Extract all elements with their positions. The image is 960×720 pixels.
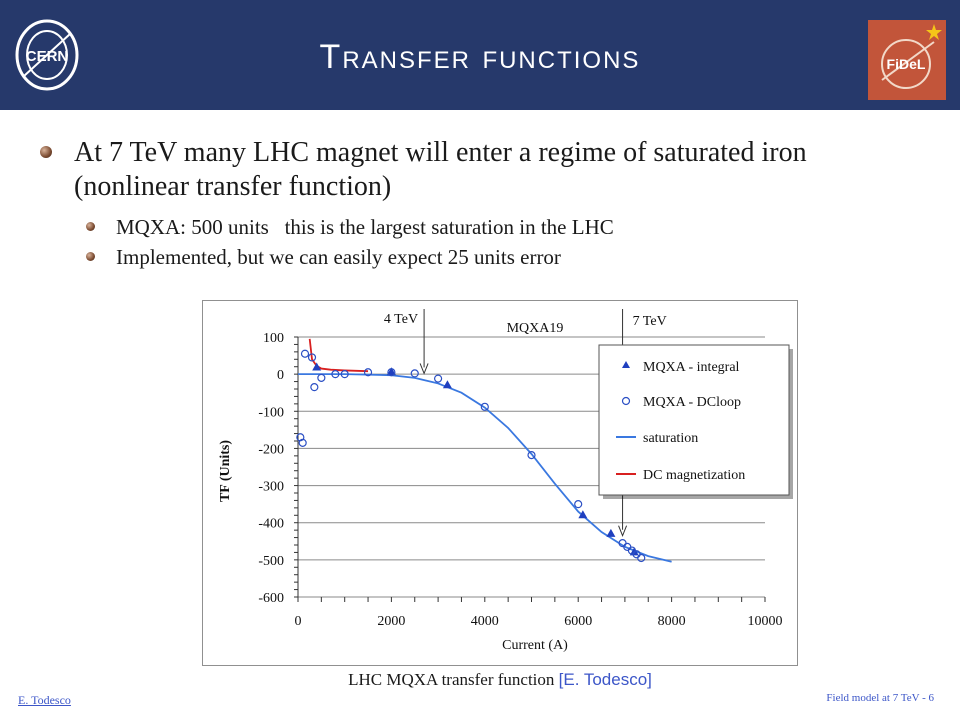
data-point-circle: [310, 383, 319, 392]
bullet-list: At 7 TeV many LHC magnet will enter a re…: [40, 136, 920, 272]
x-tick-label: 6000: [564, 614, 592, 629]
fidel-logo: FiDeL: [868, 20, 946, 100]
slide-footer: Field model at 7 TeV - 6: [826, 692, 934, 704]
slide-header: CERN Transfer functions FiDeL: [0, 0, 960, 110]
data-point-triangle: [578, 510, 588, 519]
bullet-icon: [40, 146, 52, 158]
bullet-text: At 7 TeV many LHC magnet will enter a re…: [74, 137, 807, 202]
bullet-icon: [86, 252, 95, 261]
x-tick-label: 4000: [471, 614, 499, 629]
chart-title: MQXA19: [507, 321, 564, 336]
legend-circle-icon: [621, 396, 631, 406]
y-tick-label: 100: [263, 331, 284, 346]
x-tick-label: 8000: [658, 614, 686, 629]
sub-bullet-item: MQXA: 500 units this is the largest satu…: [40, 212, 920, 242]
data-point-triangle: [312, 362, 322, 371]
annotation-arrowhead: [618, 525, 628, 538]
legend-label: MQXA - DCloop: [643, 395, 741, 410]
data-point-triangle: [386, 367, 396, 376]
svg-text:CERN: CERN: [26, 48, 69, 65]
data-point-circle: [307, 353, 317, 362]
bullet-text: MQXA: 500 units this is the largest satu…: [116, 215, 614, 239]
data-point-circle: [480, 402, 489, 411]
data-point-circle: [363, 368, 373, 377]
data-point-circle: [317, 373, 326, 382]
data-point-circle: [387, 368, 396, 377]
bullet-item: At 7 TeV many LHC magnet will enter a re…: [40, 136, 920, 204]
data-point-circle: [331, 370, 340, 379]
data-point-circle: [637, 553, 646, 563]
legend-triangle-icon: [622, 361, 630, 368]
svg-text:FiDeL: FiDeL: [887, 56, 926, 72]
y-axis-label: TF (Units): [218, 440, 233, 502]
data-point-circle: [298, 438, 307, 447]
y-tick-label: -200: [258, 442, 284, 457]
data-point-circle: [340, 370, 349, 379]
x-tick-label: 2000: [377, 614, 405, 629]
data-point-circle: [434, 374, 443, 383]
y-tick-label: 0: [277, 368, 284, 383]
y-tick-label: -500: [258, 554, 284, 569]
caption-reference: [E. Todesco]: [558, 670, 652, 689]
data-point-circle: [527, 451, 536, 460]
bullet-text: Implemented, but we can easily expect 25…: [116, 245, 561, 269]
caption-text: LHC MQXA transfer function: [348, 670, 559, 689]
annotation-label: 7 TeV: [633, 314, 667, 329]
x-axis-label: Current (A): [502, 638, 568, 653]
bullet-icon: [86, 222, 95, 231]
annotation-arrowhead: [419, 363, 429, 375]
y-tick-label: -300: [258, 480, 284, 495]
annotation-label: 4 TeV: [384, 312, 418, 327]
transfer-function-chart: 100 0 -100 -200 -300 -400 -500 -600 0 2000 4000 600…: [218, 309, 793, 653]
legend-label: DC magnetization: [643, 468, 745, 483]
slide-title: Transfer functions: [319, 38, 641, 76]
series-line-saturation: [298, 373, 672, 563]
y-tick-label: -600: [258, 591, 284, 606]
data-point-circle: [574, 500, 583, 509]
author-link[interactable]: E. Todesco: [18, 693, 71, 707]
x-tick-label: 0: [295, 614, 302, 629]
y-tick-label: -100: [258, 405, 284, 420]
sub-bullet-item: Implemented, but we can easily expect 25…: [40, 242, 920, 272]
legend-label: saturation: [643, 431, 698, 446]
y-tick-label: -400: [258, 517, 284, 532]
cern-logo: CERN: [15, 19, 79, 91]
data-point-triangle: [442, 380, 452, 389]
legend-label: MQXA - integral: [643, 360, 740, 375]
data-point-circle: [300, 349, 310, 358]
chart-legend: MQXA - integral MQXA - DCloop saturation…: [598, 344, 793, 499]
data-point-triangle: [606, 528, 616, 537]
data-point-circle: [410, 369, 419, 378]
x-tick-label: 10000: [748, 614, 783, 629]
chart-frame: 100 0 -100 -200 -300 -400 -500 -600 0 2000 4000 600…: [202, 300, 798, 666]
figure-caption: LHC MQXA transfer function [E. Todesco]: [0, 670, 960, 690]
